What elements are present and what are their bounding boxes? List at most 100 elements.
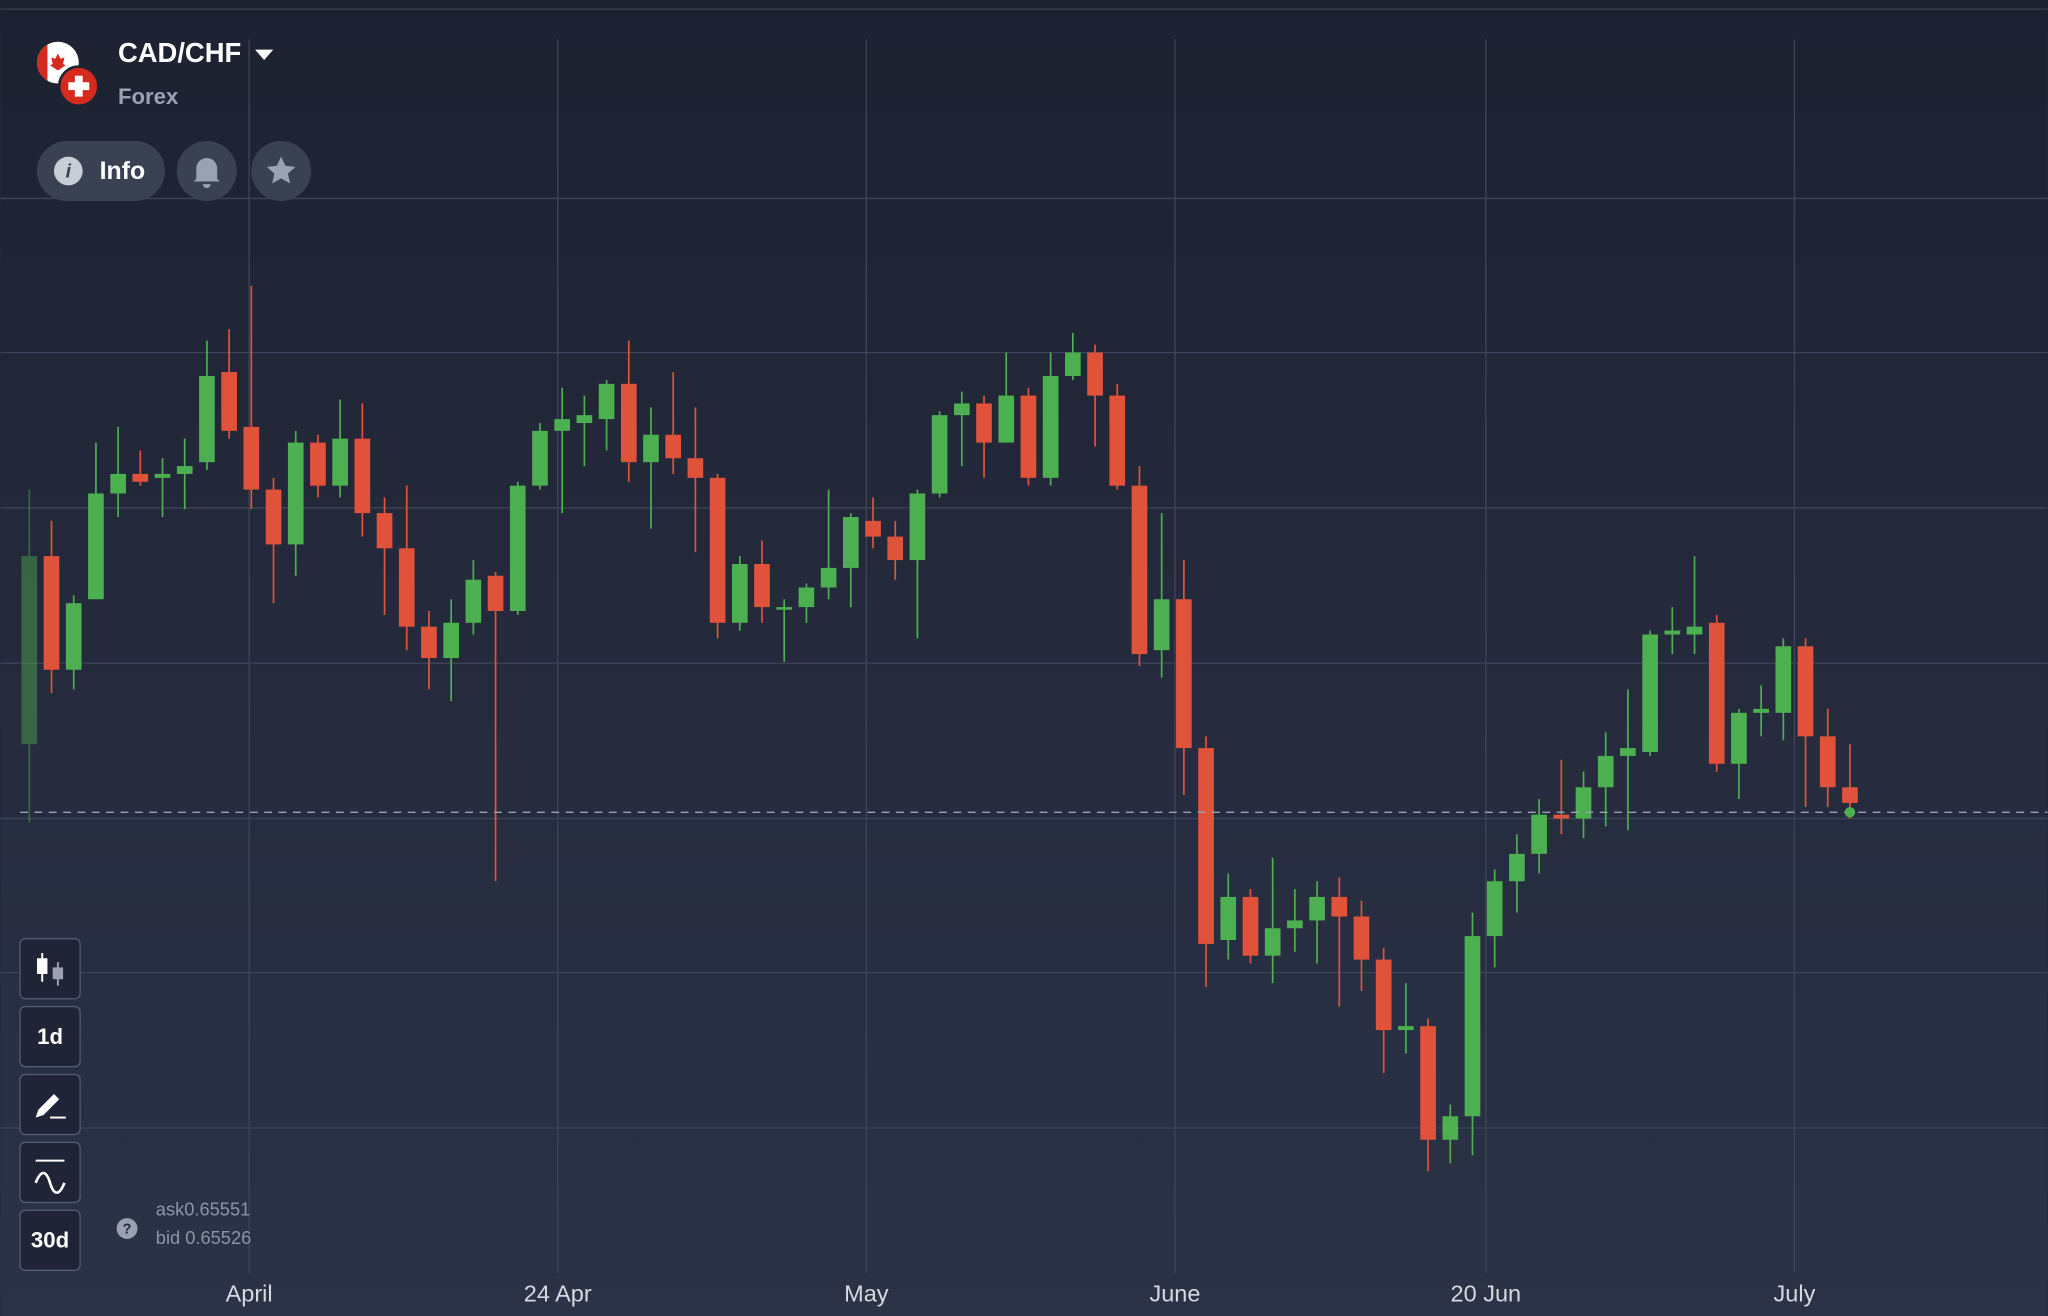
candle: [909, 489, 926, 639]
candle: [1509, 834, 1525, 913]
candle-body: [1597, 755, 1614, 788]
candle-body: [554, 419, 571, 431]
candle: [354, 403, 371, 537]
candle: [1020, 387, 1037, 486]
candle-body: [1819, 736, 1836, 788]
candle: [1708, 614, 1725, 772]
timeframe-button[interactable]: 1d: [19, 1005, 81, 1068]
candle-body: [509, 485, 526, 611]
candle-body: [798, 587, 815, 608]
period-button[interactable]: 30d: [19, 1209, 81, 1271]
ask-quote: ask0.65551: [156, 1198, 250, 1219]
candle-body: [1242, 896, 1259, 956]
candle: [1242, 889, 1259, 964]
candle-body: [1020, 395, 1037, 478]
candle-body: [1353, 916, 1370, 960]
symbol-name[interactable]: CAD/CHF: [118, 37, 241, 68]
candle: [1398, 983, 1414, 1054]
candle: [21, 489, 38, 823]
candle: [65, 595, 82, 690]
candle-body: [1131, 485, 1148, 655]
candle: [443, 599, 459, 702]
candle: [88, 442, 104, 600]
candle: [598, 379, 615, 451]
symbol-dropdown[interactable]: [255, 49, 274, 61]
candle: [1597, 732, 1614, 827]
candle: [1220, 873, 1237, 960]
candle-body: [43, 556, 60, 670]
x-tick-label: April: [226, 1280, 273, 1306]
candle: [1842, 744, 1858, 819]
current-price-dot: [1844, 807, 1856, 818]
candle: [1620, 689, 1636, 831]
candle-body: [842, 517, 859, 568]
candle-body: [1176, 599, 1192, 749]
candle: [1042, 352, 1059, 486]
candle-body: [1442, 1116, 1459, 1140]
candle-body: [687, 458, 704, 478]
candle: [1464, 912, 1481, 1156]
svg-text:?: ?: [123, 1222, 132, 1238]
candle-body: [598, 383, 615, 420]
candle-body: [1775, 646, 1792, 713]
candle-body: [154, 473, 171, 478]
candle-body: [820, 567, 837, 588]
candle-body: [376, 513, 393, 549]
candle-body: [953, 403, 970, 416]
candle-body: [776, 607, 793, 610]
candle-body: [1686, 626, 1703, 635]
candle: [1420, 1018, 1436, 1172]
candle: [310, 434, 326, 498]
candle-body: [1531, 814, 1547, 854]
candle: [1309, 881, 1325, 964]
candle-body: [1331, 896, 1348, 917]
candle-body: [332, 438, 348, 486]
candle-body: [176, 466, 193, 474]
help-icon[interactable]: ?: [116, 1218, 138, 1239]
drawing-button[interactable]: [19, 1073, 81, 1136]
candle: [620, 340, 637, 482]
candle-body: [132, 473, 149, 482]
timeframe-label[interactable]: 1d: [37, 1024, 63, 1049]
candle-body: [976, 403, 992, 443]
candle: [1065, 332, 1081, 380]
info-label[interactable]: Info: [100, 158, 145, 185]
plot: [20, 285, 2048, 1172]
x-tick-label: 24 Apr: [524, 1280, 592, 1306]
favorite-button[interactable]: [251, 141, 312, 202]
candle: [199, 340, 215, 470]
alert-button[interactable]: [176, 141, 237, 202]
candle-body: [487, 575, 504, 611]
candle: [687, 407, 704, 553]
bid-quote: bid 0.65526: [156, 1227, 251, 1248]
info-button[interactable]: i Info: [37, 141, 165, 202]
candle-body: [887, 536, 904, 561]
candle: [953, 391, 970, 467]
indicators-button[interactable]: [19, 1141, 81, 1204]
ask-value: 0.65551: [184, 1198, 250, 1219]
grid: [0, 39, 2048, 1273]
candle: [1442, 1104, 1459, 1164]
candle: [376, 497, 393, 615]
candle: [1819, 708, 1836, 807]
candle: [1775, 638, 1792, 741]
candle: [1331, 877, 1348, 1007]
chart-type-button[interactable]: [19, 938, 81, 1000]
candle: [221, 329, 237, 439]
candle-body: [398, 548, 415, 627]
candle-body: [1664, 630, 1681, 635]
candle-body: [731, 564, 748, 623]
candle: [1553, 759, 1570, 835]
candle: [1731, 708, 1747, 799]
candle-body: [1575, 787, 1592, 819]
candle-body: [1065, 352, 1081, 376]
bid-value: 0.65526: [185, 1227, 251, 1248]
period-label[interactable]: 30d: [31, 1227, 69, 1252]
candle-body: [1464, 936, 1481, 1117]
candle: [287, 430, 304, 576]
candle-body: [1198, 748, 1214, 944]
candle-body: [1153, 599, 1170, 651]
